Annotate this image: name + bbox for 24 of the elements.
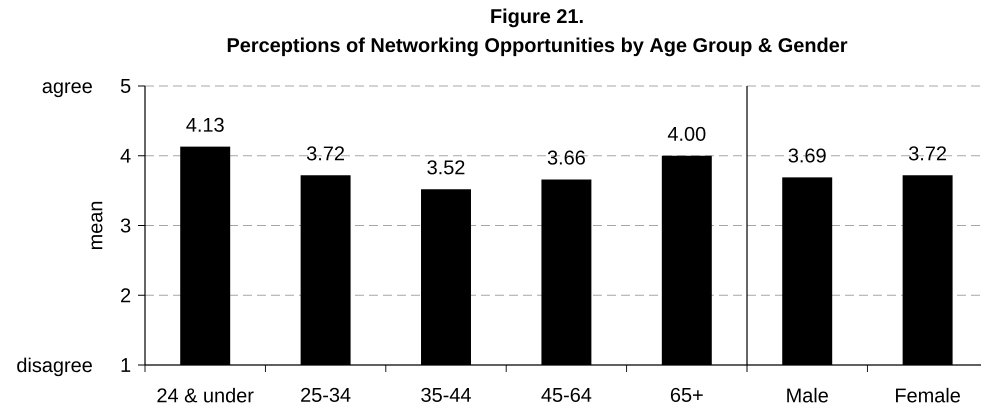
- data-label: 4.00: [668, 126, 706, 141]
- y-tick-label: 5: [120, 79, 130, 93]
- data-label: 4.13: [186, 118, 224, 132]
- x-tick-label: 65+: [670, 388, 703, 402]
- x-tick-label: 25-34: [301, 388, 350, 402]
- x-tick-label: 24 & under: [157, 388, 254, 402]
- x-tick-label: Female: [896, 388, 960, 402]
- y-tick-label: 2: [121, 288, 130, 302]
- x-tick-label: 45-64: [541, 388, 592, 402]
- chart-title: Figure 21.: [491, 8, 583, 28]
- x-tick-label: 35-44: [421, 388, 471, 402]
- y-tick-label: 4: [120, 148, 131, 163]
- y-tick-label: 1: [122, 358, 130, 372]
- text: agree: [42, 82, 92, 98]
- y-axis-title: mean: [92, 202, 102, 250]
- y-tick-label: 3: [120, 218, 130, 233]
- x-tick-label: Male: [787, 388, 828, 402]
- data-label: 3.69: [788, 148, 826, 163]
- data-label: 3.66: [548, 150, 585, 165]
- data-label: 3.72: [908, 146, 946, 160]
- data-label: 3.52: [427, 160, 464, 174]
- data-label: 3.72: [306, 146, 344, 160]
- chart-subtitle: Perceptions of Networking Opportunities by Age Group & Gender: [228, 38, 848, 56]
- text: disagree: [17, 358, 92, 376]
